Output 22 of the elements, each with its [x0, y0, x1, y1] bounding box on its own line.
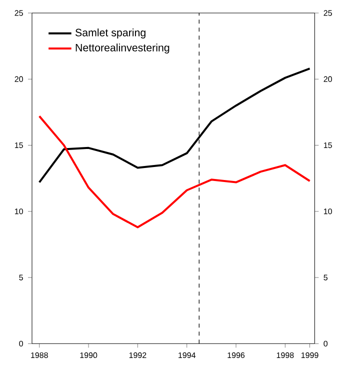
- y-tick-label: 10: [15, 208, 23, 214]
- y2-tick-label: 25: [324, 10, 332, 16]
- x-tick-label: 1999: [301, 352, 318, 358]
- y-tick-label: 20: [14, 76, 23, 82]
- x-tick-label: 1990: [80, 352, 98, 358]
- y2-tick-label: 0: [324, 340, 328, 346]
- y-tick-label: 5: [19, 274, 23, 280]
- x-tick-label: 1992: [129, 352, 146, 358]
- y2-tick-label: 20: [324, 76, 332, 82]
- y2-tick-label: 5: [324, 274, 328, 280]
- legend-label: Nettorealinvestering: [76, 44, 170, 54]
- y-tick-label: 25: [14, 10, 23, 16]
- x-tick-label: 1998: [276, 352, 294, 358]
- y2-tick-label: 10: [324, 208, 332, 214]
- line-series: [38, 115, 311, 228]
- legend-label: Samlet sparing: [75, 28, 146, 38]
- x-tick-label: 1994: [178, 352, 196, 358]
- x-tick-label: 1988: [31, 352, 48, 358]
- y-tick-label: 15: [15, 142, 23, 148]
- y-tick-label: 0: [19, 340, 23, 346]
- y2-tick-label: 15: [324, 142, 332, 148]
- x-tick-label: 1996: [228, 352, 245, 358]
